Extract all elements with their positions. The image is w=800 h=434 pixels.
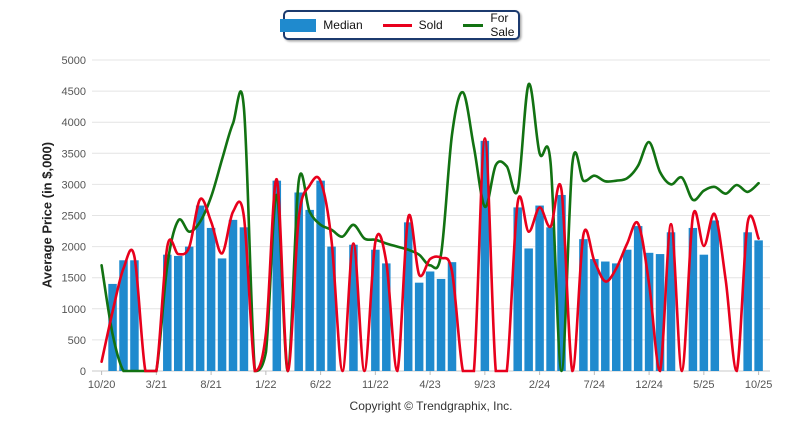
median-bar — [414, 282, 424, 371]
median-bar — [184, 246, 194, 371]
median-bar — [546, 227, 555, 371]
median-bar-swatch-icon — [280, 18, 317, 32]
svg-text:11/22: 11/22 — [362, 379, 389, 391]
median-bar — [524, 248, 533, 371]
median-bar — [327, 246, 336, 371]
line-sold — [100, 137, 760, 373]
svg-text:2/24: 2/24 — [529, 379, 550, 391]
legend-label-median: Median — [323, 18, 363, 32]
median-bar — [436, 278, 446, 371]
median-bar — [754, 240, 763, 371]
median-bar — [579, 239, 588, 371]
svg-text:6/22: 6/22 — [310, 379, 331, 391]
x-axis-labels: 10/20 3/21 8/21 1/22 6/22 11/22 4/23 9/23 2/24 7/… — [88, 371, 773, 391]
median-bar — [349, 244, 358, 371]
median-bar — [195, 205, 205, 371]
median-bar — [513, 207, 522, 371]
median-bar — [305, 209, 314, 371]
line-for-sale — [100, 82, 760, 373]
svg-text:2500: 2500 — [62, 211, 86, 223]
median-bar — [557, 194, 566, 371]
svg-text:4000: 4000 — [62, 117, 86, 129]
for-sale-line-swatch-icon — [462, 23, 484, 27]
y-axis-title: Average Price (in $,000) — [39, 141, 55, 289]
svg-text:1/22: 1/22 — [255, 379, 276, 391]
bars-median — [108, 140, 763, 371]
svg-text:5/25: 5/25 — [693, 379, 714, 391]
median-bar — [447, 262, 457, 371]
median-bar — [206, 227, 216, 371]
median-bar — [174, 255, 183, 371]
median-bar — [590, 259, 599, 371]
median-bar — [688, 227, 698, 371]
median-bar — [535, 205, 544, 371]
svg-text:3/21: 3/21 — [146, 379, 167, 391]
median-bar — [622, 249, 632, 371]
median-bar — [699, 254, 709, 371]
svg-text:9/23: 9/23 — [474, 379, 495, 391]
legend-label-sold: Sold — [418, 18, 443, 32]
svg-text:8/21: 8/21 — [200, 379, 221, 391]
median-bar — [382, 263, 391, 371]
svg-text:500: 500 — [68, 335, 86, 347]
svg-text:2000: 2000 — [62, 242, 86, 254]
gridlines — [92, 59, 770, 372]
median-bar — [217, 258, 227, 371]
median-bar — [130, 260, 139, 371]
svg-text:3000: 3000 — [62, 179, 86, 191]
y-axis-labels: 0 500 1000 1500 2000 2500 3000 3500 4000 4500 5000 — [62, 55, 86, 378]
legend-label-for-sale: For Sale — [490, 11, 515, 39]
svg-text:4/23: 4/23 — [419, 379, 440, 391]
median-bar — [239, 227, 249, 371]
sold-line-swatch-icon — [382, 23, 412, 27]
copyright-text: Copyright © Trendgraphix, Inc. — [349, 399, 513, 413]
median-bar — [666, 232, 676, 371]
svg-text:0: 0 — [80, 366, 86, 378]
median-bar — [601, 261, 610, 371]
median-bar — [743, 232, 752, 371]
svg-text:7/24: 7/24 — [584, 379, 605, 391]
svg-text:10/20: 10/20 — [88, 379, 116, 391]
median-bar — [425, 271, 435, 371]
median-bar — [371, 249, 380, 371]
svg-text:3500: 3500 — [62, 148, 86, 160]
svg-text:1500: 1500 — [62, 273, 86, 285]
legend: Median Sold For Sale — [280, 10, 523, 40]
median-bar — [655, 254, 665, 371]
median-bar — [612, 263, 621, 371]
median-bar — [710, 220, 720, 371]
median-bar — [163, 254, 172, 371]
svg-text:4500: 4500 — [62, 86, 86, 98]
median-bar — [228, 219, 238, 371]
svg-text:5000: 5000 — [62, 55, 86, 67]
legend-item-median: Median — [280, 18, 363, 32]
median-bar — [633, 226, 643, 371]
median-bar — [480, 140, 490, 371]
median-bar — [644, 252, 654, 371]
median-bar — [316, 180, 325, 371]
median-bar — [294, 192, 303, 371]
median-bar — [403, 222, 413, 371]
median-bar — [272, 180, 282, 371]
median-bar — [119, 260, 128, 371]
svg-text:12/24: 12/24 — [635, 379, 663, 391]
svg-text:1000: 1000 — [62, 304, 86, 316]
svg-text:10/25: 10/25 — [745, 379, 773, 391]
legend-item-for-sale: For Sale — [462, 11, 523, 39]
legend-item-sold: Sold — [382, 18, 443, 32]
